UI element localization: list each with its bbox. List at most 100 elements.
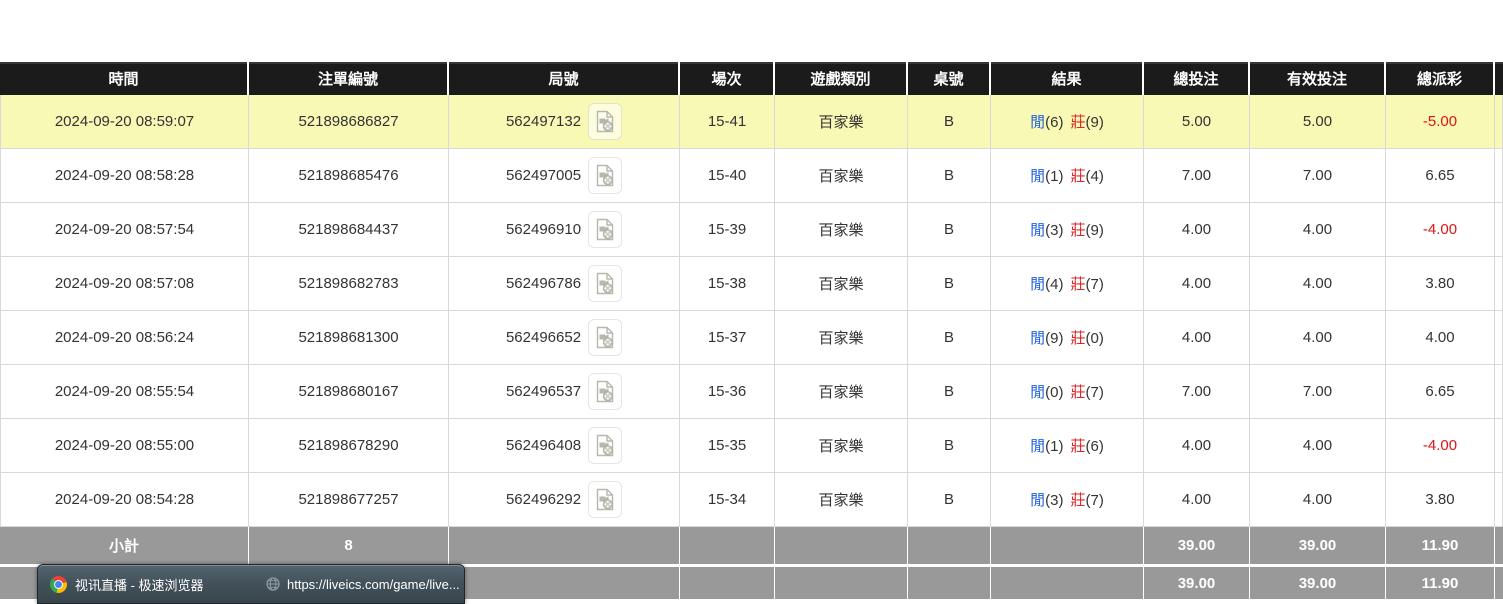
round-id: 562496910 — [505, 221, 582, 238]
payout-cell: -5.00 — [1386, 95, 1495, 149]
video-replay-button[interactable] — [588, 103, 623, 140]
table-row: 2024-09-20 08:55:00 521898678290 5624964… — [0, 419, 1503, 473]
game-type-cell: 百家樂 — [775, 257, 908, 311]
time-cell: 2024-09-20 08:55:54 — [0, 365, 249, 419]
valid-bet-cell: 5.00 — [1250, 95, 1386, 149]
video-replay-button[interactable] — [588, 373, 623, 410]
clipped-cell — [1495, 365, 1503, 419]
banker-result-points: (7) — [1085, 384, 1104, 401]
column-header-table-no: 桌號 — [908, 62, 991, 95]
column-header-round-id: 局號 — [449, 62, 680, 95]
round-cell: 562496652 — [449, 311, 680, 365]
banker-result-points: (9) — [1085, 114, 1104, 131]
video-file-icon — [596, 218, 614, 241]
bet-total-cell[interactable]: 7.00 — [1144, 149, 1250, 203]
bet-total-cell[interactable]: 5.00 — [1144, 95, 1250, 149]
table-no-cell: B — [908, 419, 991, 473]
time-cell: 2024-09-20 08:55:00 — [0, 419, 249, 473]
round-id: 562496292 — [505, 491, 582, 508]
bet-total-cell[interactable]: 4.00 — [1144, 473, 1250, 527]
grand-total-bet-total: 39.00 — [1144, 564, 1250, 599]
payout-cell: 6.65 — [1386, 149, 1495, 203]
result-cell: 閒(6) 莊(9) — [991, 95, 1144, 149]
round-id: 562496652 — [505, 329, 582, 346]
video-replay-button[interactable] — [588, 319, 623, 356]
player-result-label: 閒 — [1030, 492, 1046, 509]
banker-result-label: 莊 — [1070, 168, 1086, 185]
video-replay-button[interactable] — [588, 211, 623, 248]
bet-id-cell: 521898677257 — [249, 473, 449, 527]
bet-total-cell[interactable]: 7.00 — [1144, 365, 1250, 419]
banker-result-label: 莊 — [1070, 330, 1086, 347]
banker-result-points: (9) — [1085, 222, 1104, 239]
player-result-points: (4) — [1045, 276, 1064, 293]
column-header-clipped — [1495, 62, 1503, 95]
banker-result-points: (6) — [1085, 438, 1104, 455]
game-type-cell: 百家樂 — [775, 203, 908, 257]
session-cell: 15-35 — [680, 419, 775, 473]
result-cell: 閒(0) 莊(7) — [991, 365, 1144, 419]
subtotal-count: 8 — [249, 527, 449, 564]
game-type-cell: 百家樂 — [775, 365, 908, 419]
video-file-icon — [596, 488, 614, 511]
bet-total-cell[interactable]: 4.00 — [1144, 203, 1250, 257]
table-no-cell: B — [908, 203, 991, 257]
player-result-points: (3) — [1045, 222, 1064, 239]
payout-cell: 6.65 — [1386, 365, 1495, 419]
payout-cell: -4.00 — [1386, 203, 1495, 257]
window-url: https://liveics.com/game/live... — [287, 576, 460, 592]
banker-result-points: (7) — [1085, 492, 1104, 509]
video-replay-button[interactable] — [588, 157, 623, 194]
browser-title-section: 视讯直播 - 极速浏览器 — [38, 575, 266, 594]
video-file-icon — [596, 164, 614, 187]
bet-id-cell: 521898682783 — [249, 257, 449, 311]
result-cell: 閒(3) 莊(7) — [991, 473, 1144, 527]
banker-result-label: 莊 — [1070, 276, 1086, 293]
time-cell: 2024-09-20 08:59:07 — [0, 95, 249, 149]
player-result-points: (1) — [1045, 168, 1064, 185]
bet-total-cell[interactable]: 4.00 — [1144, 419, 1250, 473]
column-header-game-type: 遊戲類別 — [775, 62, 908, 95]
bet-id-cell: 521898685476 — [249, 149, 449, 203]
banker-result-label: 莊 — [1070, 384, 1086, 401]
valid-bet-cell: 7.00 — [1250, 149, 1386, 203]
column-header-payout: 總派彩 — [1386, 62, 1495, 95]
banker-result-label: 莊 — [1070, 492, 1086, 509]
player-result-points: (3) — [1045, 492, 1064, 509]
video-replay-button[interactable] — [588, 427, 623, 464]
url-section: https://liveics.com/game/live... — [266, 577, 460, 592]
bet-total-cell[interactable]: 4.00 — [1144, 311, 1250, 365]
column-header-result: 結果 — [991, 62, 1144, 95]
payout-cell: 4.00 — [1386, 311, 1495, 365]
payout-cell: 3.80 — [1386, 257, 1495, 311]
subtotal-valid-bet: 39.00 — [1250, 527, 1386, 564]
video-file-icon — [596, 326, 614, 349]
taskbar-window-preview[interactable]: 视讯直播 - 极速浏览器 https://liveics.com/game/li… — [37, 564, 465, 604]
grand-total-payout: 11.90 — [1386, 564, 1495, 599]
clipped-cell — [1495, 257, 1503, 311]
time-cell: 2024-09-20 08:58:28 — [0, 149, 249, 203]
player-result-label: 閒 — [1030, 384, 1046, 401]
clipped-cell — [1495, 311, 1503, 365]
subtotal-payout: 11.90 — [1386, 527, 1495, 564]
round-cell: 562496910 — [449, 203, 680, 257]
session-cell: 15-37 — [680, 311, 775, 365]
valid-bet-cell: 4.00 — [1250, 311, 1386, 365]
bet-total-cell[interactable]: 4.00 — [1144, 257, 1250, 311]
clipped-cell — [1495, 419, 1503, 473]
chrome-browser-icon — [50, 575, 67, 593]
video-replay-button[interactable] — [588, 481, 623, 518]
video-replay-button[interactable] — [588, 265, 623, 302]
table-no-cell: B — [908, 257, 991, 311]
globe-icon — [266, 577, 280, 591]
window-title: 视讯直播 - 极速浏览器 — [75, 577, 204, 593]
round-cell: 562496292 — [449, 473, 680, 527]
table-row: 2024-09-20 08:57:54 521898684437 5624969… — [0, 203, 1503, 257]
table-row: 2024-09-20 08:58:28 521898685476 5624970… — [0, 149, 1503, 203]
round-cell: 562496537 — [449, 365, 680, 419]
result-cell: 閒(1) 莊(4) — [991, 149, 1144, 203]
session-cell: 15-36 — [680, 365, 775, 419]
table-no-cell: B — [908, 473, 991, 527]
video-file-icon — [596, 434, 614, 457]
